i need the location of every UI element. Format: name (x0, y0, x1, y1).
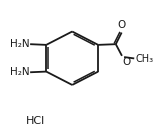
Text: O: O (123, 58, 131, 67)
Text: O: O (118, 20, 126, 30)
Text: H₂N: H₂N (10, 67, 29, 77)
Text: CH₃: CH₃ (135, 54, 153, 64)
Text: HCl: HCl (26, 116, 45, 125)
Text: H₂N: H₂N (10, 39, 29, 49)
